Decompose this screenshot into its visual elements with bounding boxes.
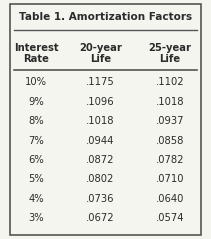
- Text: 25-year
Life: 25-year Life: [149, 43, 192, 64]
- Text: 9%: 9%: [28, 97, 44, 107]
- Text: Interest
Rate: Interest Rate: [14, 43, 58, 64]
- Text: .1018: .1018: [86, 116, 115, 126]
- Text: 20-year
Life: 20-year Life: [79, 43, 122, 64]
- Text: 7%: 7%: [28, 136, 44, 146]
- Text: .0736: .0736: [86, 194, 115, 204]
- Text: 4%: 4%: [28, 194, 44, 204]
- Text: 8%: 8%: [28, 116, 44, 126]
- Text: .1102: .1102: [156, 77, 184, 87]
- Text: .0640: .0640: [156, 194, 184, 204]
- FancyBboxPatch shape: [10, 4, 201, 235]
- Text: .0872: .0872: [86, 155, 115, 165]
- Text: .1175: .1175: [86, 77, 115, 87]
- Text: .0937: .0937: [156, 116, 184, 126]
- Text: Table 1. Amortization Factors: Table 1. Amortization Factors: [19, 12, 192, 22]
- Text: .0858: .0858: [156, 136, 184, 146]
- Text: .0944: .0944: [86, 136, 115, 146]
- Text: .0782: .0782: [156, 155, 184, 165]
- Text: .0574: .0574: [156, 213, 184, 223]
- Text: .0672: .0672: [86, 213, 115, 223]
- Text: 3%: 3%: [28, 213, 44, 223]
- Text: 5%: 5%: [28, 174, 44, 184]
- Text: 10%: 10%: [25, 77, 47, 87]
- Text: .0710: .0710: [156, 174, 184, 184]
- Text: .1096: .1096: [86, 97, 115, 107]
- Text: .0802: .0802: [86, 174, 115, 184]
- Text: .1018: .1018: [156, 97, 184, 107]
- Text: 6%: 6%: [28, 155, 44, 165]
